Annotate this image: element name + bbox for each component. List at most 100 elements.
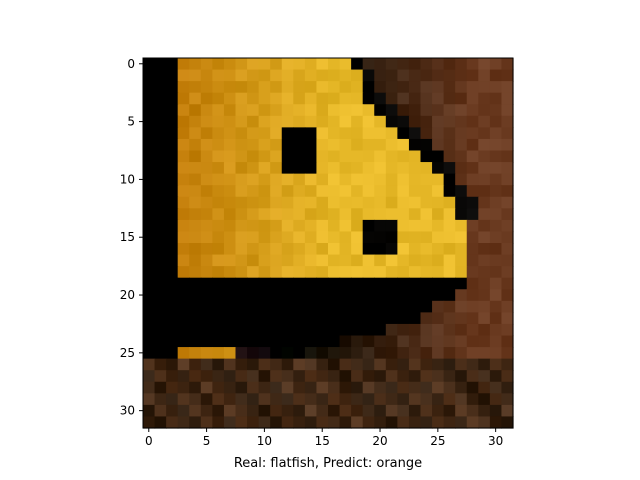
image-pixel	[281, 266, 294, 279]
image-pixel	[154, 196, 167, 209]
image-pixel	[374, 416, 387, 429]
image-pixel	[143, 127, 156, 140]
image-pixel	[501, 404, 514, 418]
image-pixel	[397, 208, 410, 221]
image-pixel	[223, 243, 237, 256]
image-pixel	[270, 404, 283, 418]
image-pixel	[270, 162, 283, 175]
image-pixel	[189, 323, 202, 337]
image-pixel	[443, 127, 456, 140]
image-pixel	[443, 381, 456, 394]
image-pixel	[304, 381, 318, 394]
x-tick-label: 20	[372, 434, 387, 448]
image-pixel	[385, 138, 398, 152]
image-pixel	[374, 335, 387, 348]
image-pixel	[166, 150, 179, 163]
image-pixel	[385, 393, 398, 406]
image-pixel	[316, 335, 329, 348]
image-pixel	[455, 208, 468, 221]
image-pixel	[154, 370, 167, 383]
image-pixel	[443, 416, 456, 429]
image-pixel	[258, 266, 271, 279]
image-pixel	[432, 173, 445, 186]
image-pixel	[478, 243, 491, 256]
image-pixel	[223, 266, 237, 279]
image-pixel	[177, 162, 190, 175]
image-pixel	[385, 104, 398, 117]
image-pixel	[177, 219, 190, 233]
image-pixel	[328, 323, 341, 337]
image-pixel	[281, 173, 294, 186]
image-pixel	[235, 243, 248, 256]
image-pixel	[316, 254, 329, 267]
image-pixel	[385, 277, 398, 290]
image-pixel	[466, 266, 479, 279]
image-pixel	[258, 289, 271, 302]
image-pixel	[328, 243, 341, 256]
image-pixel	[397, 243, 410, 256]
image-pixel	[478, 219, 491, 233]
image-pixel	[154, 173, 167, 186]
image-pixel	[466, 404, 479, 418]
image-pixel	[397, 69, 410, 82]
image-pixel	[223, 162, 237, 175]
image-pixel	[189, 277, 202, 290]
image-pixel	[212, 162, 225, 175]
image-pixel	[432, 92, 445, 105]
image-pixel	[281, 92, 294, 105]
image-pixel	[316, 185, 329, 198]
image-pixel	[397, 173, 410, 186]
image-pixel	[258, 323, 271, 337]
image-pixel	[397, 138, 410, 152]
image-pixel	[270, 69, 283, 82]
image-pixel	[316, 138, 329, 152]
image-pixel	[339, 416, 352, 429]
image-pixel	[258, 347, 271, 360]
image-pixel	[328, 266, 341, 279]
image-pixel	[247, 243, 260, 256]
image-pixel	[420, 150, 433, 163]
image-pixel	[432, 266, 445, 279]
image-pixel	[304, 219, 318, 233]
image-pixel	[432, 347, 445, 360]
image-pixel	[281, 185, 294, 198]
image-pixel	[258, 127, 271, 140]
image-pixel	[489, 127, 503, 140]
image-pixel	[466, 335, 479, 348]
image-pixel	[212, 404, 225, 418]
image-pixel	[223, 335, 237, 348]
image-pixel	[328, 404, 341, 418]
image-pixel	[235, 381, 248, 394]
image-pixel	[351, 81, 364, 94]
image-pixel	[420, 381, 433, 394]
image-pixel	[432, 104, 445, 117]
image-pixel	[281, 416, 294, 429]
image-pixel	[362, 208, 375, 221]
image-pixel	[420, 289, 433, 302]
image-pixel	[189, 196, 202, 209]
image-pixel	[154, 115, 167, 128]
image-pixel	[466, 150, 479, 163]
image-pixel	[304, 138, 318, 152]
image-pixel	[166, 416, 179, 429]
image-pixel	[247, 231, 260, 244]
image-pixel	[270, 138, 283, 152]
image-pixel	[258, 277, 271, 290]
image-pixel	[351, 58, 364, 71]
image-pixel	[304, 312, 318, 325]
image-pixel	[351, 393, 364, 406]
image-pixel	[443, 208, 456, 221]
image-pixel	[247, 347, 260, 360]
image-pixel	[432, 138, 445, 152]
image-pixel	[304, 416, 318, 429]
image-pixel	[212, 381, 225, 394]
image-pixel	[316, 219, 329, 233]
x-tick-label: 0	[145, 434, 153, 448]
y-tick-label: 10	[120, 172, 135, 186]
image-pixel	[478, 231, 491, 244]
image-pixel	[455, 162, 468, 175]
image-pixel	[200, 323, 213, 337]
image-pixel	[489, 115, 503, 128]
image-pixel	[362, 138, 375, 152]
image-pixel	[270, 81, 283, 94]
